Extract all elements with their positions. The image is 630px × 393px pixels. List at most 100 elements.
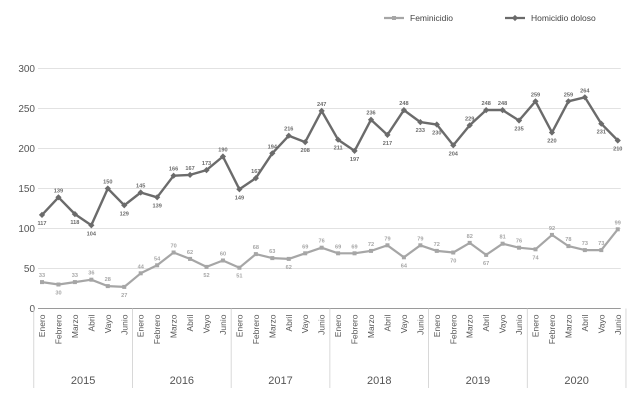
data-label: 79 bbox=[384, 236, 390, 242]
x-tick-label: Febrero bbox=[448, 314, 458, 344]
data-label: 167 bbox=[185, 166, 194, 172]
data-label: 74 bbox=[532, 255, 539, 261]
data-point bbox=[220, 258, 225, 263]
x-tick-label: Vayo bbox=[103, 314, 113, 333]
y-axis-ticks: 0 50 100 150 200 250 300 bbox=[18, 64, 35, 315]
x-tick-label: Vayo bbox=[399, 314, 409, 333]
data-point bbox=[188, 256, 193, 261]
data-point bbox=[582, 248, 587, 253]
data-point bbox=[122, 284, 127, 289]
data-label: 194 bbox=[268, 144, 278, 150]
data-label: 76 bbox=[516, 239, 522, 245]
data-point bbox=[72, 280, 77, 285]
data-label: 62 bbox=[286, 265, 292, 271]
data-label: 27 bbox=[121, 293, 127, 299]
x-tick-label: Marzo bbox=[267, 314, 277, 338]
data-point bbox=[171, 250, 176, 255]
x-tick-label: Junio bbox=[317, 314, 327, 335]
data-point bbox=[138, 271, 143, 276]
data-point bbox=[155, 263, 160, 268]
data-point bbox=[615, 227, 620, 232]
data-point bbox=[336, 251, 341, 256]
series-line bbox=[41, 96, 619, 227]
legend-label: Homicidio doloso bbox=[531, 13, 596, 23]
data-label: 173 bbox=[202, 161, 211, 167]
x-tick-label: Vayo bbox=[498, 314, 508, 333]
data-point bbox=[517, 245, 522, 250]
x-tick-label: Junio bbox=[514, 314, 524, 335]
data-label: 67 bbox=[483, 261, 489, 267]
data-label: 204 bbox=[449, 151, 459, 157]
data-label: 139 bbox=[54, 188, 63, 194]
data-point bbox=[467, 240, 472, 245]
x-axis: Enero Febrero Marzo Abril Vayo Junio Enero Febr… bbox=[33, 308, 627, 388]
y-tick-label: 100 bbox=[18, 224, 35, 235]
data-point bbox=[121, 202, 128, 209]
data-label: 197 bbox=[350, 157, 359, 163]
data-label: 230 bbox=[432, 131, 441, 137]
data-label: 236 bbox=[366, 111, 375, 117]
data-point bbox=[154, 194, 161, 201]
data-point bbox=[549, 232, 554, 237]
year-label: 2015 bbox=[71, 375, 95, 387]
data-label: 70 bbox=[450, 259, 456, 265]
data-label: 216 bbox=[284, 127, 293, 133]
data-point bbox=[369, 248, 373, 253]
x-tick-label: Marzo bbox=[70, 314, 80, 338]
data-label: 248 bbox=[399, 101, 408, 107]
x-tick-label: Febrero bbox=[251, 314, 261, 344]
data-point bbox=[137, 189, 144, 196]
data-label: 82 bbox=[467, 234, 473, 240]
data-point bbox=[40, 280, 44, 285]
data-point bbox=[302, 138, 309, 146]
x-tick-label: Febrero bbox=[350, 314, 360, 344]
y-tick-label: 300 bbox=[18, 64, 35, 75]
data-label: 217 bbox=[383, 141, 392, 147]
legend-label: Feminicidio bbox=[410, 13, 453, 23]
data-point bbox=[55, 194, 62, 201]
series-markers bbox=[38, 94, 621, 289]
data-label: 150 bbox=[103, 180, 112, 186]
data-label: 72 bbox=[368, 242, 374, 248]
x-tick-label: Enero bbox=[531, 314, 541, 337]
x-tick-label: Febrero bbox=[152, 314, 162, 344]
data-point bbox=[434, 248, 439, 253]
data-label: 166 bbox=[169, 167, 178, 173]
data-point bbox=[71, 210, 79, 218]
data-label: 69 bbox=[302, 244, 308, 250]
data-label: 54 bbox=[154, 256, 161, 262]
series-lines bbox=[41, 96, 619, 288]
data-label: 99 bbox=[615, 220, 621, 226]
data-label: 81 bbox=[499, 235, 505, 241]
data-label: 64 bbox=[401, 263, 408, 269]
data-label: 211 bbox=[334, 146, 343, 152]
data-point bbox=[237, 265, 242, 270]
data-point bbox=[484, 252, 489, 257]
year-label: 2016 bbox=[170, 375, 194, 387]
data-label: 28 bbox=[105, 277, 111, 283]
data-label: 33 bbox=[39, 273, 45, 279]
data-label: 92 bbox=[549, 226, 555, 232]
data-label: 76 bbox=[319, 239, 325, 245]
legend-marker bbox=[511, 14, 519, 22]
data-label: 36 bbox=[88, 271, 94, 277]
data-point bbox=[236, 186, 243, 193]
x-tick-label: Abril bbox=[86, 314, 96, 331]
data-point bbox=[38, 211, 46, 219]
data-label: 63 bbox=[269, 249, 275, 255]
data-label: 72 bbox=[434, 242, 440, 248]
x-tick-label: Junio bbox=[218, 314, 228, 335]
year-label: 2017 bbox=[268, 375, 292, 387]
data-label: 235 bbox=[514, 127, 523, 133]
x-tick-label: Febrero bbox=[547, 314, 557, 344]
data-point bbox=[401, 255, 406, 260]
data-point bbox=[252, 174, 259, 182]
data-point bbox=[581, 94, 588, 101]
x-tick-label: Junio bbox=[415, 314, 425, 335]
data-label: 44 bbox=[138, 264, 145, 270]
data-point bbox=[253, 252, 258, 257]
data-label: 60 bbox=[220, 252, 226, 258]
x-tick-label: Junio bbox=[119, 314, 129, 335]
y-tick-label: 50 bbox=[24, 264, 36, 275]
